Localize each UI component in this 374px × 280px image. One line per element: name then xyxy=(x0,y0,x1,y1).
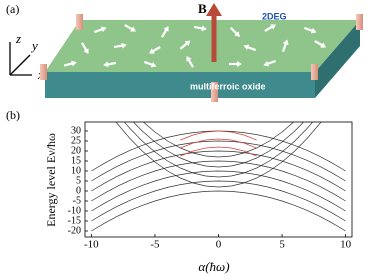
y-tick-label: -20 xyxy=(68,225,81,236)
level-curve xyxy=(180,138,257,149)
level-curve xyxy=(91,140,346,182)
x-axis-label: α(ħω) xyxy=(198,259,229,274)
field-arrowhead xyxy=(206,3,222,16)
field-label: B xyxy=(198,1,207,16)
level-curve xyxy=(180,146,257,157)
level-curve xyxy=(91,170,346,212)
level-curve xyxy=(91,150,346,192)
layer-label: multiferroic oxide xyxy=(190,81,266,91)
axis-label: z xyxy=(15,31,21,46)
x-tick-label: 0 xyxy=(216,239,222,251)
slab-top xyxy=(45,20,360,72)
y-tick-label: 5 xyxy=(76,175,81,186)
level-curve xyxy=(123,122,314,178)
x-tick-label: 5 xyxy=(279,239,285,251)
field-pillars xyxy=(40,14,363,102)
axis-label: y xyxy=(30,38,38,53)
y-tick-label: 20 xyxy=(71,145,81,156)
y-tick-label: 0 xyxy=(76,185,81,196)
axis-y-arrow xyxy=(9,54,31,76)
slab-side xyxy=(315,20,360,98)
panel-label: (a) xyxy=(6,2,19,16)
level-curve xyxy=(115,122,322,188)
level-curve xyxy=(91,190,346,232)
x-tick-label: -5 xyxy=(150,239,160,251)
slab-front xyxy=(45,72,315,98)
y-tick-label: -5 xyxy=(73,195,81,206)
level-curve xyxy=(142,122,295,158)
y-tick-label: 15 xyxy=(71,155,81,166)
y-tick-label: 30 xyxy=(71,125,81,136)
y-axis-label: Energy level Eν/ħω xyxy=(44,133,58,227)
y-tick-label: 25 xyxy=(71,135,81,146)
panel-label: (b) xyxy=(6,108,20,122)
layer-label: 2DEG xyxy=(262,11,287,21)
y-tick-label: -10 xyxy=(68,205,81,216)
level-curve xyxy=(91,160,346,202)
level-curve xyxy=(180,130,257,141)
x-tick-label: -10 xyxy=(84,239,99,251)
y-tick-label: 10 xyxy=(71,165,81,176)
x-tick-label: 10 xyxy=(340,239,352,251)
panel-a: (a) z y x B 2DEG multifer xyxy=(6,1,363,102)
level-curve xyxy=(91,180,346,222)
y-tick-label: -15 xyxy=(68,215,81,226)
